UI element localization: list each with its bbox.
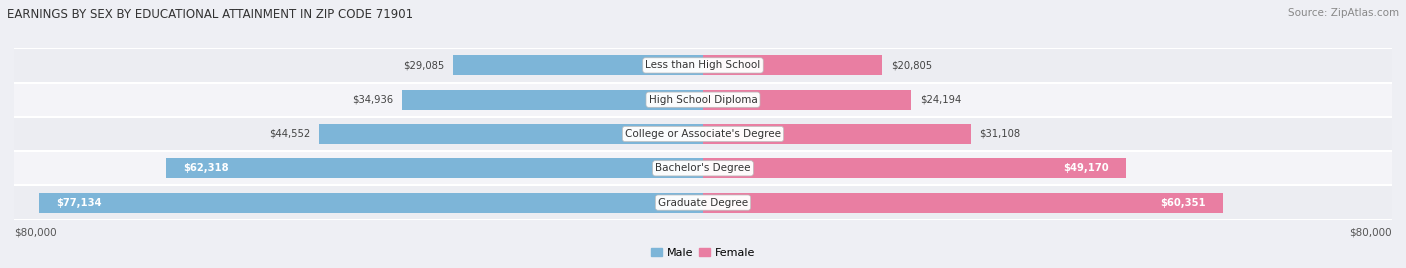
Text: Bachelor's Degree: Bachelor's Degree [655, 163, 751, 173]
Bar [166, 158, 703, 178]
Bar [703, 55, 882, 75]
Text: $60,351: $60,351 [1160, 198, 1205, 208]
Bar [703, 193, 1223, 213]
Bar [14, 117, 1392, 151]
Text: $31,108: $31,108 [980, 129, 1021, 139]
Text: $29,085: $29,085 [402, 60, 444, 70]
Text: $24,194: $24,194 [920, 95, 962, 105]
Bar [14, 83, 1392, 117]
Bar [14, 48, 1392, 83]
Bar [14, 151, 1392, 185]
Text: College or Associate's Degree: College or Associate's Degree [626, 129, 780, 139]
Text: $49,170: $49,170 [1063, 163, 1109, 173]
Text: $44,552: $44,552 [270, 129, 311, 139]
Text: High School Diploma: High School Diploma [648, 95, 758, 105]
Text: Source: ZipAtlas.com: Source: ZipAtlas.com [1288, 8, 1399, 18]
Text: $34,936: $34,936 [353, 95, 394, 105]
Text: $20,805: $20,805 [891, 60, 932, 70]
Bar [703, 124, 972, 144]
Text: Less than High School: Less than High School [645, 60, 761, 70]
Legend: Male, Female: Male, Female [647, 243, 759, 262]
Bar [703, 90, 911, 110]
Bar [14, 185, 1392, 220]
Text: $77,134: $77,134 [56, 198, 101, 208]
Bar [402, 90, 703, 110]
Text: $62,318: $62,318 [184, 163, 229, 173]
Text: Graduate Degree: Graduate Degree [658, 198, 748, 208]
Bar [39, 193, 703, 213]
Bar [703, 158, 1126, 178]
Bar [453, 55, 703, 75]
Text: $80,000: $80,000 [14, 227, 56, 237]
Bar [319, 124, 703, 144]
Text: EARNINGS BY SEX BY EDUCATIONAL ATTAINMENT IN ZIP CODE 71901: EARNINGS BY SEX BY EDUCATIONAL ATTAINMEN… [7, 8, 413, 21]
Text: $80,000: $80,000 [1350, 227, 1392, 237]
